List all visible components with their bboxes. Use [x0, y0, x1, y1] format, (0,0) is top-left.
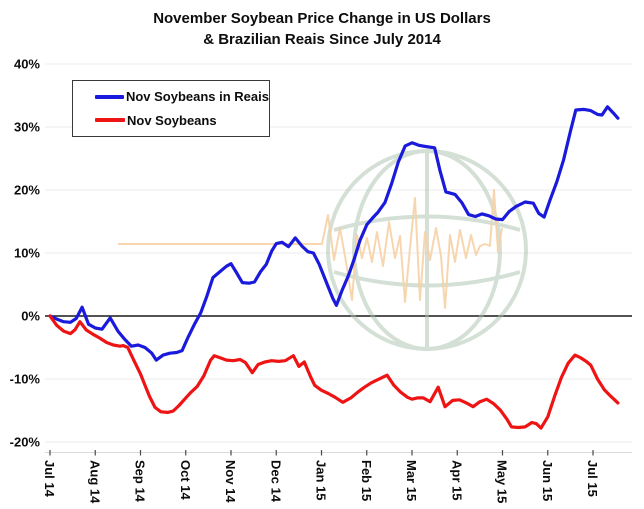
globe-lower-latitude [333, 270, 521, 288]
x-axis-label: Jul 15 [585, 460, 600, 497]
x-axis-label: Jul 14 [42, 460, 57, 498]
x-axis-label: Jan 15 [314, 460, 329, 500]
globe-watermark-icon [326, 149, 528, 351]
series-line-dollars [48, 314, 620, 430]
y-axis-label: 10% [14, 246, 40, 261]
x-axis-label: Dec 14 [268, 460, 283, 503]
y-axis-label: 40% [14, 57, 40, 72]
x-axis-label: Aug 14 [87, 460, 102, 504]
blue-line-swatch [95, 95, 124, 99]
legend-label-reais: Nov Soybeans in Reais [125, 89, 269, 105]
x-axis-label: May 15 [495, 460, 510, 503]
globe-side-meridians [352, 149, 502, 351]
red-line-swatch [95, 118, 125, 122]
globe-upper-latitude [333, 214, 521, 232]
legend-box: Nov Soybeans in Reais Nov Soybeans [72, 80, 270, 137]
y-axis-label: 0% [21, 309, 40, 324]
x-axis-label: Jun 15 [540, 460, 555, 501]
y-axis-label: 30% [14, 120, 40, 135]
chart-title: November Soybean Price Change in US Doll… [0, 8, 644, 50]
y-axis-label: -10% [10, 372, 41, 387]
legend-label-dollars: Nov Soybeans [127, 112, 217, 128]
pulse-watermark-line [118, 189, 503, 309]
y-axis-label: -20% [10, 435, 41, 450]
x-axis-label: Feb 15 [359, 460, 374, 501]
chart-title-line2: & Brazilian Reais Since July 2014 [203, 31, 441, 48]
y-axis-label: 20% [14, 183, 40, 198]
x-axis-label: Sep 14 [133, 460, 148, 503]
x-axis-label: Mar 15 [404, 460, 419, 501]
series-line-reais [48, 105, 620, 362]
legend-item-dollars: Nov Soybeans [95, 113, 269, 128]
chart-title-line1: November Soybean Price Change in US Doll… [153, 10, 491, 27]
x-axis-label: Oct 14 [178, 460, 193, 501]
x-axis-label: Apr 15 [449, 460, 464, 500]
x-axis-label: Nov 14 [223, 460, 238, 503]
legend-item-reais: Nov Soybeans in Reais [95, 89, 269, 104]
